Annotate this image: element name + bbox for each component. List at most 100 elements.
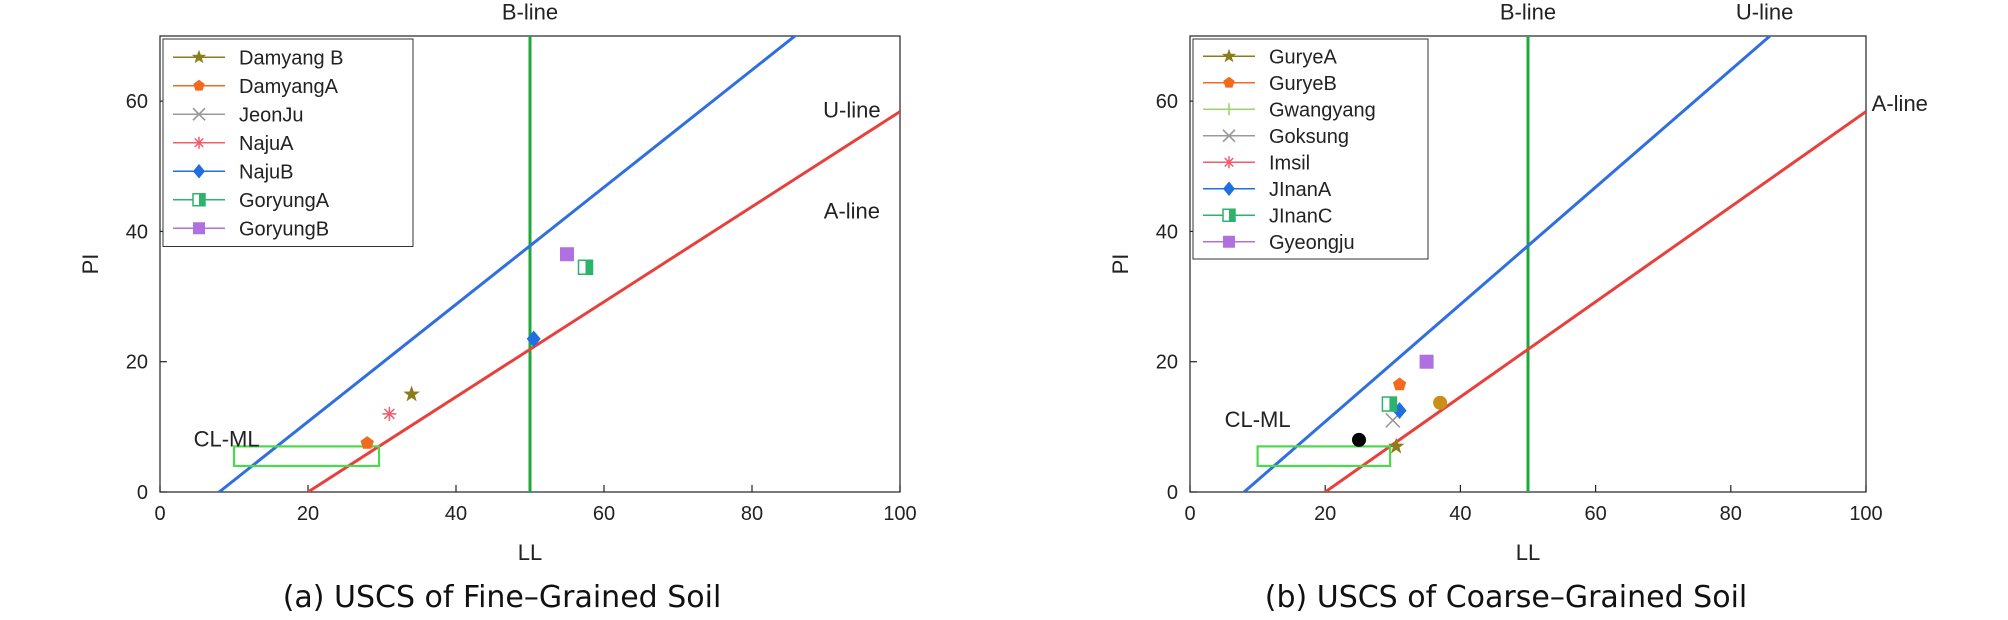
legend: GuryeA GuryeB Gwangyang Goksung Imsil JInanA J… [1192, 38, 1429, 260]
y-axis-label: PI [1108, 254, 1133, 275]
legend-item-jeonju: JeonJu [173, 104, 304, 126]
uscs-plasticity-chart-coarse: 0 20 40 60 80 100 0 20 40 60 LL PI B-line U-line A-lin… [1108, 0, 1928, 565]
legend-marker [1222, 129, 1236, 143]
legend-item-goksung: Goksung [1203, 126, 1349, 148]
legend-item-damyang-b: Damyang B [173, 47, 344, 69]
legend-item-najua: NajuA [173, 133, 294, 155]
data-point-jinanc [1381, 396, 1398, 412]
x-tick-label: 0 [1184, 503, 1195, 525]
legend: Damyang B DamyangA JeonJu NajuA NajuB Goryung… [162, 38, 414, 247]
y-tick-label: 40 [1156, 221, 1178, 243]
x-tick-label: 80 [1720, 503, 1742, 525]
legend-label: NajuB [239, 161, 293, 183]
legend-marker [192, 107, 206, 121]
b-line-annotation: B-line [502, 0, 558, 25]
x-axis-label: LL [1516, 540, 1540, 565]
data-point-unlabeled [1352, 432, 1366, 447]
legend-marker [1223, 76, 1235, 88]
x-tick-label: 40 [1449, 503, 1471, 525]
u-line-reference-line [218, 36, 798, 492]
data-point-damyanga [360, 436, 374, 449]
legend-item-goryunga: GoryungA [173, 190, 330, 212]
legend-label: JInanC [1269, 205, 1332, 227]
legend-item-jinana: JInanA [1203, 179, 1332, 201]
x-tick-label: 60 [1584, 503, 1606, 525]
x-tick-label: 0 [154, 503, 165, 525]
a-line-annotation: A-line [1872, 91, 1928, 116]
legend-label: JInanA [1269, 179, 1332, 201]
x-tick-label: 100 [883, 503, 916, 525]
legend-marker [1223, 235, 1235, 248]
u-line-reference-line [1243, 36, 1773, 492]
b-line-annotation: B-line [1500, 0, 1556, 25]
chart-caption: (a) USCS of Fine–Grained Soil [282, 580, 722, 615]
u-line-annotation: U-line [823, 97, 880, 122]
a-line-annotation: A-line [824, 198, 880, 223]
legend-item-imsil: Imsil [1203, 152, 1310, 174]
data-point-unlabeled [1433, 395, 1448, 410]
legend-label: GoryungB [239, 218, 329, 240]
legend-label: DamyangA [239, 76, 339, 98]
legend-marker [1223, 156, 1235, 169]
uscs-plasticity-chart-fine: 0 20 40 60 80 100 0 20 40 60 LL PI B-line U-line A-lin… [78, 0, 917, 565]
legend-label: Gwangyang [1269, 99, 1376, 121]
data-point-najua [382, 406, 397, 421]
x-tick-label: 40 [445, 503, 467, 525]
u-line-annotation: U-line [1736, 0, 1793, 25]
legend-item-goryungb: GoryungB [173, 218, 329, 240]
x-tick-label: 20 [297, 503, 319, 525]
y-axis-label: PI [78, 254, 103, 275]
legend-marker [1221, 48, 1237, 63]
cl-ml-zone [232, 445, 381, 468]
legend-marker [1222, 208, 1236, 222]
x-tick-label: 20 [1314, 503, 1336, 525]
data-point-guryea [1387, 437, 1405, 454]
legend-marker [193, 79, 205, 91]
a-line-reference-line [307, 110, 900, 492]
data-point-najub [526, 330, 541, 348]
legend-marker [193, 222, 205, 235]
y-tick-label: 20 [126, 352, 148, 374]
x-tick-label: 80 [741, 503, 763, 525]
legend-label: Goksung [1269, 126, 1349, 148]
legend-marker [193, 136, 205, 149]
legend-label: Damyang B [239, 47, 344, 69]
legend-marker [193, 164, 205, 179]
legend-item-guryea: GuryeA [1203, 46, 1337, 68]
legend-item-gyeongju: Gyeongju [1203, 232, 1355, 254]
x-tick-label: 100 [1849, 503, 1882, 525]
legend-label: GuryeA [1269, 46, 1337, 68]
chart-panel-fine-grained: 0 20 40 60 80 100 0 20 40 60 LL PI B-line U-line A-lin… [78, 0, 917, 615]
y-tick-label: 60 [1156, 91, 1178, 113]
data-point-goryunga [577, 259, 594, 276]
legend-item-jinanc: JInanC [1203, 205, 1332, 227]
legend-item-najub: NajuB [173, 161, 293, 183]
legend-marker [1223, 103, 1235, 116]
cl-ml-annotation: CL-ML [194, 426, 260, 451]
legend-item-gwangyang: Gwangyang [1203, 99, 1376, 121]
y-tick-label: 40 [126, 221, 148, 243]
data-point-gyeongju [1419, 354, 1434, 369]
legend-item-damyanga: DamyangA [173, 76, 339, 98]
y-tick-label: 20 [1156, 352, 1178, 374]
legend-label: GoryungA [239, 190, 330, 212]
legend-item-guryeb: GuryeB [1203, 73, 1337, 95]
legend-box [1192, 38, 1429, 260]
legend-marker [192, 193, 206, 207]
legend-marker [191, 49, 207, 64]
chart-caption: (b) USCS of Coarse–Grained Soil [1264, 580, 1748, 615]
legend-label: Imsil [1269, 152, 1310, 174]
cl-ml-zone [1256, 445, 1392, 468]
data-point-guryeb [1392, 377, 1407, 391]
y-tick-label: 60 [126, 91, 148, 113]
data-point-goryungb [560, 247, 574, 262]
y-tick-label: 0 [1167, 482, 1178, 504]
y-tick-label: 0 [137, 482, 148, 504]
legend-marker [1223, 181, 1235, 196]
legend-label: GuryeB [1269, 73, 1337, 95]
cl-ml-annotation: CL-ML [1225, 407, 1291, 432]
legend-label: JeonJu [239, 104, 304, 126]
chart-panel-coarse-grained: 0 20 40 60 80 100 0 20 40 60 LL PI B-line U-line A-lin… [1004, 0, 2008, 620]
a-line-reference-line [1324, 110, 1866, 492]
x-axis-label: LL [518, 540, 542, 565]
